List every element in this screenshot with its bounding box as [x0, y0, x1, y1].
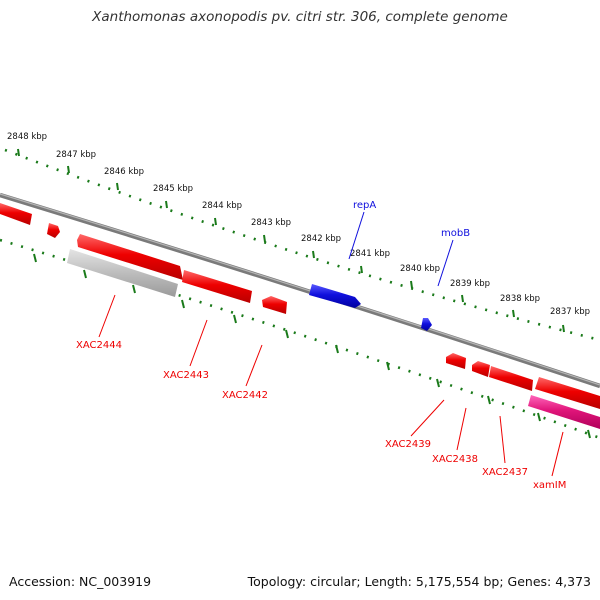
genome-summary-text: Topology: circular; Length: 5,175,554 bp…: [247, 574, 591, 589]
gene-arrow-xac2442[interactable]: [262, 296, 287, 314]
gene-label-xac2443[interactable]: XAC2443: [163, 370, 209, 381]
kbp-label: 2840 kbp: [400, 264, 440, 274]
kbp-label: 2846 kbp: [104, 167, 144, 177]
label-leaders: [98, 211, 564, 477]
gene-arrow-xac2443[interactable]: [182, 270, 252, 303]
genome-backbone: [0, 192, 600, 389]
gene-label-xac2437[interactable]: XAC2437: [482, 467, 528, 478]
kbp-label: 2847 kbp: [56, 150, 96, 160]
gene-label-xac2444[interactable]: XAC2444: [76, 340, 122, 351]
gene-arrow-xac2438[interactable]: [472, 361, 490, 377]
inner-major-ticks: [33, 253, 591, 439]
gene-arrow-xac2439[interactable]: [446, 353, 466, 369]
gene-arrow-repa[interactable]: [309, 284, 361, 308]
pseudogene-box[interactable]: [67, 249, 178, 297]
accession-text: Accession: NC_003919: [9, 574, 152, 589]
gene-label-mobb[interactable]: mobB: [441, 228, 470, 239]
gene-label-xac2439[interactable]: XAC2439: [385, 439, 431, 450]
kbp-label: 2839 kbp: [450, 279, 490, 289]
kbp-label: 2845 kbp: [153, 184, 193, 194]
genome-title: Xanthomonas axonopodis pv. citri str. 30…: [92, 9, 508, 25]
gene-arrow[interactable]: [0, 203, 32, 225]
kbp-label: 2844 kbp: [202, 201, 242, 211]
gene-label-xac2438[interactable]: XAC2438: [432, 454, 478, 465]
gene-arrow-mobb[interactable]: [421, 318, 432, 331]
gene-features: [0, 203, 600, 429]
gene-arrow[interactable]: [535, 377, 600, 409]
gene-label-repa[interactable]: repA: [353, 200, 376, 211]
kbp-label: 2841 kbp: [350, 249, 390, 259]
kbp-label: 2838 kbp: [500, 294, 540, 304]
gene-label-xac2442[interactable]: XAC2442: [222, 390, 268, 401]
outer-major-ticks: [17, 148, 565, 333]
gene-label-xamim[interactable]: xamIM: [533, 480, 566, 491]
kbp-label: 2842 kbp: [301, 234, 341, 244]
kbp-labels: 2848 kbp 2847 kbp 2846 kbp 2845 kbp 2844…: [7, 132, 590, 317]
gene-labels: repA mobB XAC2444 XAC2443 XAC2442 XAC243…: [76, 200, 566, 491]
kbp-label: 2848 kbp: [7, 132, 47, 142]
gene-arrow[interactable]: [47, 223, 60, 238]
gene-arrow-xamim[interactable]: [528, 395, 600, 429]
kbp-label: 2843 kbp: [251, 218, 291, 228]
kbp-label: 2837 kbp: [550, 307, 590, 317]
gene-arrow-xac2444[interactable]: [77, 234, 183, 280]
gene-arrow-xac2437[interactable]: [489, 366, 533, 391]
